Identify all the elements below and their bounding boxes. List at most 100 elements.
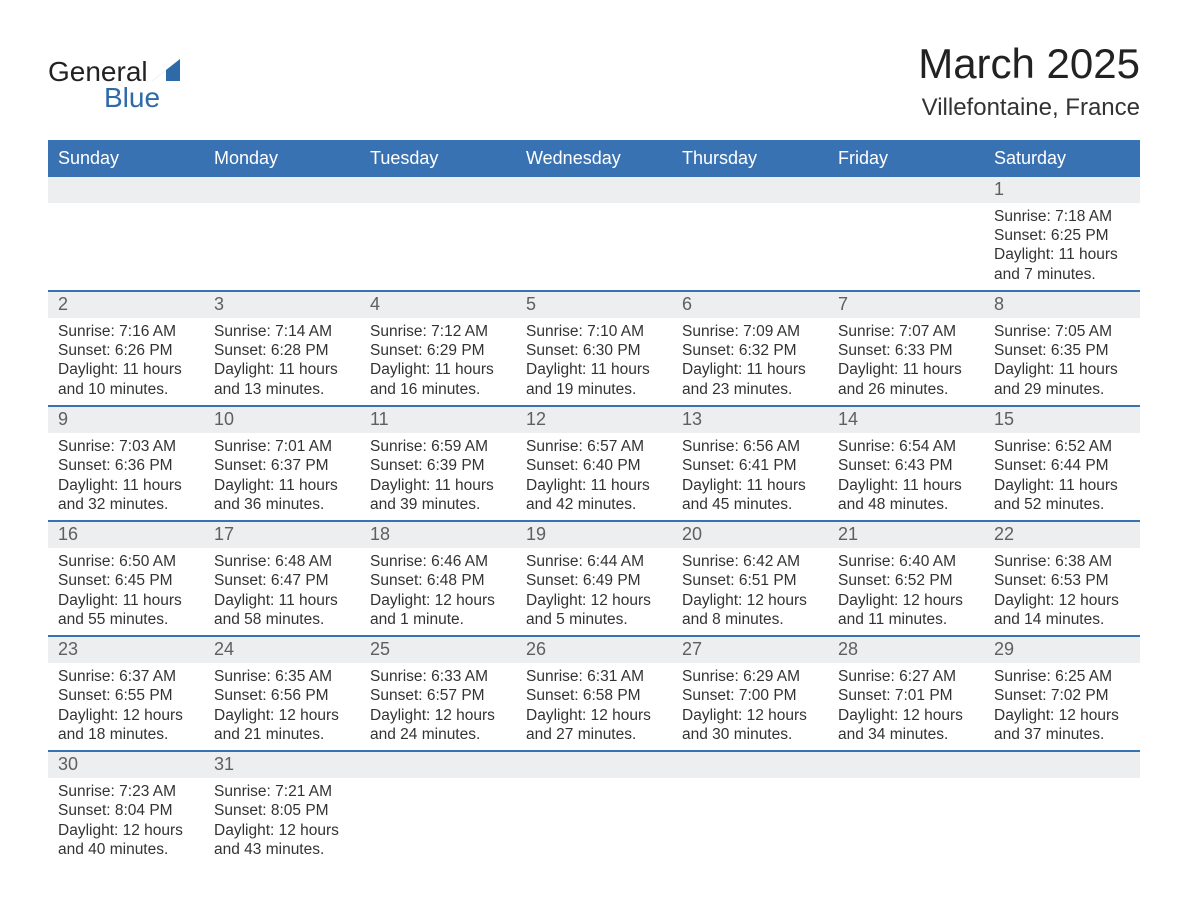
day-details: Sunrise: 7:05 AMSunset: 6:35 PMDaylight:… (984, 318, 1140, 406)
sunset-line: Sunset: 6:39 PM (370, 456, 506, 475)
day-number (828, 752, 984, 778)
day-cell: 28Sunrise: 6:27 AMSunset: 7:01 PMDayligh… (828, 637, 984, 750)
day-details: Sunrise: 6:59 AMSunset: 6:39 PMDaylight:… (360, 433, 516, 521)
day-number: 24 (204, 637, 360, 663)
daylight-line: Daylight: 12 hours and 1 minute. (370, 591, 506, 630)
sunset-line: Sunset: 6:35 PM (994, 341, 1130, 360)
sunrise-line: Sunrise: 6:56 AM (682, 437, 818, 456)
day-details: Sunrise: 6:27 AMSunset: 7:01 PMDaylight:… (828, 663, 984, 751)
day-cell: 2Sunrise: 7:16 AMSunset: 6:26 PMDaylight… (48, 292, 204, 405)
day-cell: 20Sunrise: 6:42 AMSunset: 6:51 PMDayligh… (672, 522, 828, 635)
sunset-line: Sunset: 6:44 PM (994, 456, 1130, 475)
day-number: 26 (516, 637, 672, 663)
day-details: Sunrise: 6:29 AMSunset: 7:00 PMDaylight:… (672, 663, 828, 751)
daylight-line: Daylight: 11 hours and 23 minutes. (682, 360, 818, 399)
weekday-header-friday: Friday (828, 140, 984, 177)
day-details (828, 203, 984, 213)
day-number: 29 (984, 637, 1140, 663)
day-details: Sunrise: 6:33 AMSunset: 6:57 PMDaylight:… (360, 663, 516, 751)
sunrise-line: Sunrise: 7:07 AM (838, 322, 974, 341)
daylight-line: Daylight: 12 hours and 11 minutes. (838, 591, 974, 630)
day-details (672, 778, 828, 788)
day-cell (204, 177, 360, 290)
day-details: Sunrise: 7:09 AMSunset: 6:32 PMDaylight:… (672, 318, 828, 406)
sunset-line: Sunset: 6:25 PM (994, 226, 1130, 245)
weekday-header-row: SundayMondayTuesdayWednesdayThursdayFrid… (48, 140, 1140, 177)
sunrise-line: Sunrise: 7:16 AM (58, 322, 194, 341)
week-row: 23Sunrise: 6:37 AMSunset: 6:55 PMDayligh… (48, 635, 1140, 750)
day-cell: 6Sunrise: 7:09 AMSunset: 6:32 PMDaylight… (672, 292, 828, 405)
day-cell: 11Sunrise: 6:59 AMSunset: 6:39 PMDayligh… (360, 407, 516, 520)
day-details: Sunrise: 6:40 AMSunset: 6:52 PMDaylight:… (828, 548, 984, 636)
day-cell: 10Sunrise: 7:01 AMSunset: 6:37 PMDayligh… (204, 407, 360, 520)
daylight-line: Daylight: 12 hours and 37 minutes. (994, 706, 1130, 745)
day-number: 22 (984, 522, 1140, 548)
day-details: Sunrise: 6:37 AMSunset: 6:55 PMDaylight:… (48, 663, 204, 751)
day-details (360, 778, 516, 788)
day-number: 23 (48, 637, 204, 663)
sunset-line: Sunset: 7:01 PM (838, 686, 974, 705)
day-number: 31 (204, 752, 360, 778)
sunrise-line: Sunrise: 6:46 AM (370, 552, 506, 571)
sunrise-line: Sunrise: 6:38 AM (994, 552, 1130, 571)
sunrise-line: Sunrise: 6:57 AM (526, 437, 662, 456)
day-details (204, 203, 360, 213)
day-cell: 19Sunrise: 6:44 AMSunset: 6:49 PMDayligh… (516, 522, 672, 635)
day-details: Sunrise: 6:25 AMSunset: 7:02 PMDaylight:… (984, 663, 1140, 751)
daylight-line: Daylight: 12 hours and 14 minutes. (994, 591, 1130, 630)
day-details: Sunrise: 6:38 AMSunset: 6:53 PMDaylight:… (984, 548, 1140, 636)
day-cell: 29Sunrise: 6:25 AMSunset: 7:02 PMDayligh… (984, 637, 1140, 750)
day-cell: 31Sunrise: 7:21 AMSunset: 8:05 PMDayligh… (204, 752, 360, 865)
weekday-header-wednesday: Wednesday (516, 140, 672, 177)
sunset-line: Sunset: 8:04 PM (58, 801, 194, 820)
day-details: Sunrise: 7:21 AMSunset: 8:05 PMDaylight:… (204, 778, 360, 866)
sunset-line: Sunset: 6:45 PM (58, 571, 194, 590)
daylight-line: Daylight: 12 hours and 30 minutes. (682, 706, 818, 745)
day-number: 14 (828, 407, 984, 433)
day-cell: 26Sunrise: 6:31 AMSunset: 6:58 PMDayligh… (516, 637, 672, 750)
day-cell (360, 177, 516, 290)
day-cell: 1Sunrise: 7:18 AMSunset: 6:25 PMDaylight… (984, 177, 1140, 290)
day-number: 2 (48, 292, 204, 318)
day-number: 18 (360, 522, 516, 548)
day-cell: 7Sunrise: 7:07 AMSunset: 6:33 PMDaylight… (828, 292, 984, 405)
day-number: 19 (516, 522, 672, 548)
daylight-line: Daylight: 12 hours and 24 minutes. (370, 706, 506, 745)
day-cell (672, 752, 828, 865)
day-cell (516, 177, 672, 290)
day-cell: 27Sunrise: 6:29 AMSunset: 7:00 PMDayligh… (672, 637, 828, 750)
sunrise-line: Sunrise: 7:03 AM (58, 437, 194, 456)
week-row: 16Sunrise: 6:50 AMSunset: 6:45 PMDayligh… (48, 520, 1140, 635)
day-number: 11 (360, 407, 516, 433)
daylight-line: Daylight: 11 hours and 39 minutes. (370, 476, 506, 515)
sunset-line: Sunset: 6:33 PM (838, 341, 974, 360)
sunrise-line: Sunrise: 6:31 AM (526, 667, 662, 686)
sunrise-line: Sunrise: 7:23 AM (58, 782, 194, 801)
day-cell: 23Sunrise: 6:37 AMSunset: 6:55 PMDayligh… (48, 637, 204, 750)
day-number (516, 177, 672, 203)
day-cell: 14Sunrise: 6:54 AMSunset: 6:43 PMDayligh… (828, 407, 984, 520)
day-number: 25 (360, 637, 516, 663)
day-number: 28 (828, 637, 984, 663)
day-cell: 13Sunrise: 6:56 AMSunset: 6:41 PMDayligh… (672, 407, 828, 520)
sunset-line: Sunset: 6:40 PM (526, 456, 662, 475)
sunset-line: Sunset: 8:05 PM (214, 801, 350, 820)
day-cell: 8Sunrise: 7:05 AMSunset: 6:35 PMDaylight… (984, 292, 1140, 405)
sunset-line: Sunset: 6:41 PM (682, 456, 818, 475)
daylight-line: Daylight: 11 hours and 58 minutes. (214, 591, 350, 630)
day-details: Sunrise: 6:57 AMSunset: 6:40 PMDaylight:… (516, 433, 672, 521)
day-cell: 16Sunrise: 6:50 AMSunset: 6:45 PMDayligh… (48, 522, 204, 635)
day-details (828, 778, 984, 788)
daylight-line: Daylight: 12 hours and 40 minutes. (58, 821, 194, 860)
sunrise-line: Sunrise: 6:27 AM (838, 667, 974, 686)
daylight-line: Daylight: 12 hours and 34 minutes. (838, 706, 974, 745)
logo-word-blue: Blue (104, 84, 180, 112)
sunrise-line: Sunrise: 7:12 AM (370, 322, 506, 341)
day-details: Sunrise: 6:46 AMSunset: 6:48 PMDaylight:… (360, 548, 516, 636)
page-title: March 2025 (918, 40, 1140, 88)
day-details: Sunrise: 7:16 AMSunset: 6:26 PMDaylight:… (48, 318, 204, 406)
day-number: 12 (516, 407, 672, 433)
daylight-line: Daylight: 12 hours and 8 minutes. (682, 591, 818, 630)
daylight-line: Daylight: 12 hours and 18 minutes. (58, 706, 194, 745)
day-details (48, 203, 204, 213)
